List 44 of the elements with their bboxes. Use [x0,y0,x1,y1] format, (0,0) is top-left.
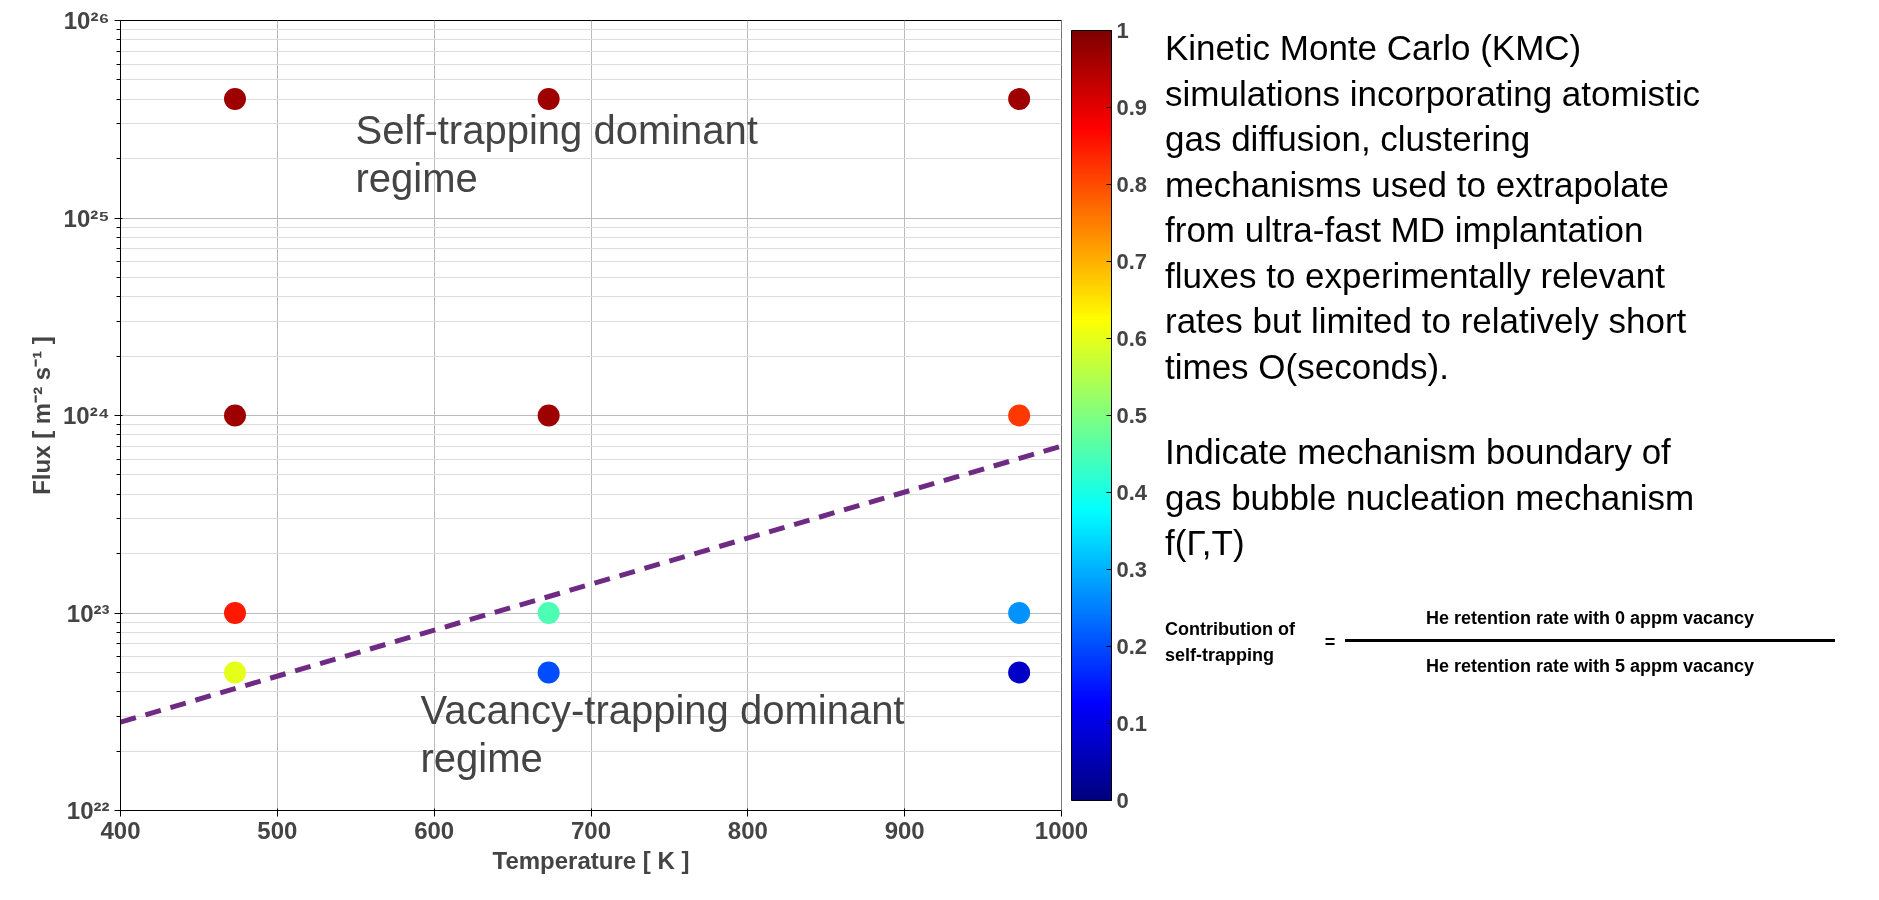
color-bar-label: 0 [1116,788,1129,813]
point [223,404,246,427]
color-bar-label: 0.3 [1116,557,1148,582]
point [1008,404,1031,427]
annotation: Vacancy-trapping dominant regime [420,688,905,781]
point [537,661,560,684]
text: Kinetic Monte Carlo (KMC) simulations incorporating atomistic gas diffusion, clustering mechanisms used to extrapolate from ultra-fast MD implantation fluxes to experimentally relevant rates but limited to relatively short times O(seconds). [1165,27,1701,388]
y-tick-label: 10²⁵ [63,204,110,232]
color-bar-label: 0.4 [1116,480,1148,505]
color-bar-label: 1 [1116,18,1129,43]
point [223,88,246,111]
y-tick-label: 10²³ [66,599,110,627]
point [537,602,560,624]
point [1008,661,1031,684]
x-tick-label: 1000 [1034,816,1089,844]
color-bar-label: 0.1 [1116,711,1148,736]
y-tick-label: 10²⁴ [62,402,110,429]
point [1008,88,1031,111]
x-tick-label: 800 [727,816,768,844]
text: He retention rate with 0 appm vacancy [1345,605,1835,643]
x-tick-label: 400 [100,816,141,844]
x-tick-label: 900 [884,816,925,844]
color-bar-label: 0.6 [1116,326,1148,351]
color-bar-label: 0.2 [1116,634,1148,659]
text: He retention rate with 5 appm vacancy [1424,655,1756,679]
point [1008,602,1031,624]
point [223,661,246,684]
point [537,88,560,111]
point [537,404,560,427]
annotation: Self-trapping dominant regime [355,108,758,201]
y-tick-label: 10²⁶ [63,7,110,34]
x-tick-label: 500 [257,816,298,844]
text: Indicate mechanism boundary of gas bubble nucleation mechanism f(Γ,T) [1165,431,1696,564]
x-tick-label: 600 [414,816,455,844]
x-tick-label: 700 [570,816,612,844]
text: = [1323,630,1337,654]
y-axis-title: Flux [ m⁻² s⁻¹ ] [27,336,55,495]
x-axis-title: Temperature [ K ] [492,846,690,874]
color-bar-label: 0.8 [1116,172,1148,197]
color-bar-label: 0.7 [1116,249,1148,274]
text: Contribution of self-trapping [1165,618,1296,667]
point [223,602,246,624]
color-bar-label: 0.9 [1116,95,1148,120]
color-bar-label: 0.5 [1116,403,1148,428]
